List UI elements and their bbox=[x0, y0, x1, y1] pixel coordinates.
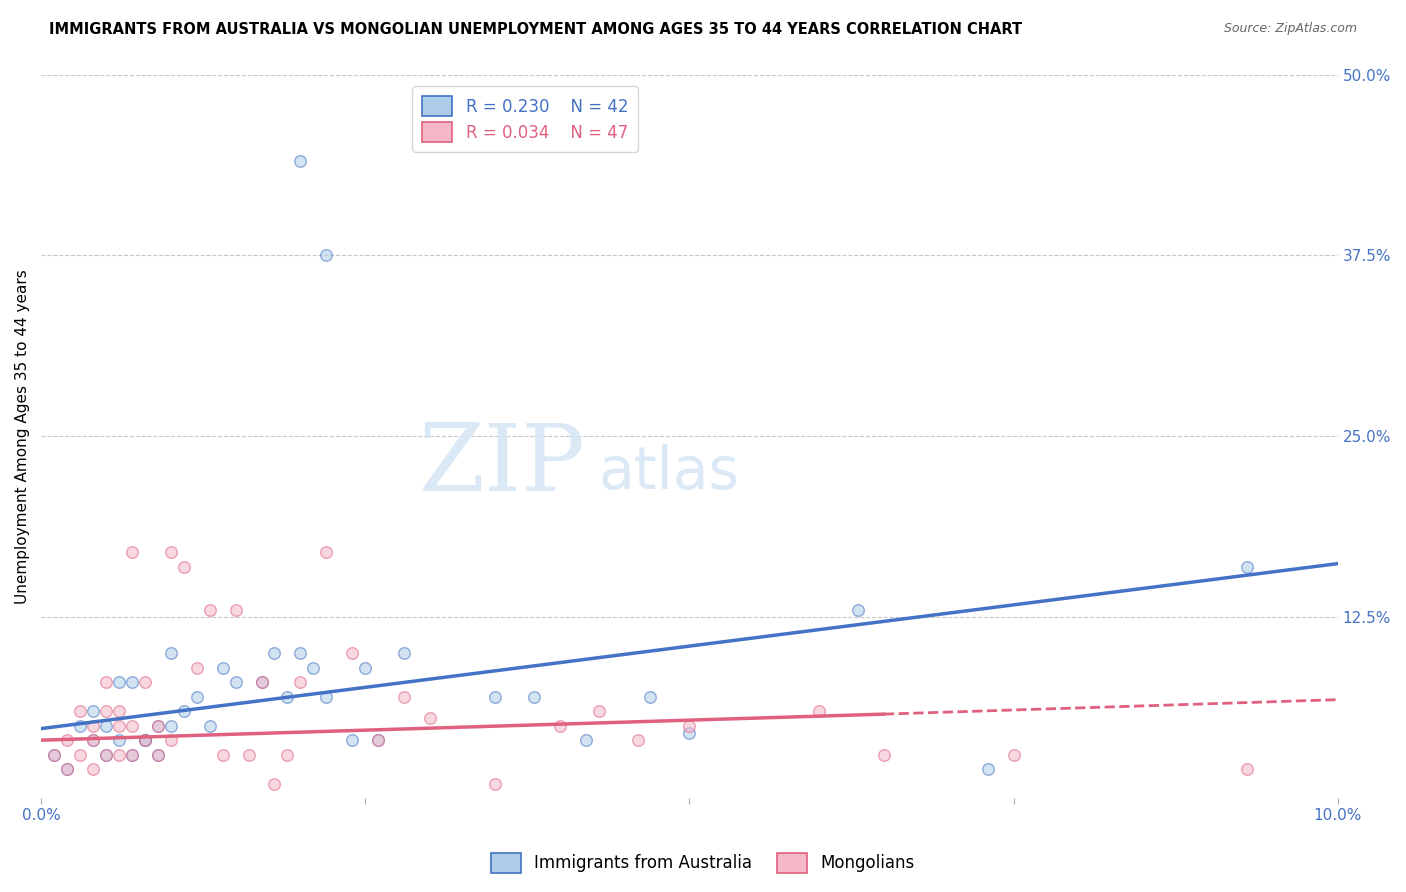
Point bbox=[173, 559, 195, 574]
Point bbox=[42, 747, 65, 762]
Text: Source: ZipAtlas.com: Source: ZipAtlas.com bbox=[1223, 22, 1357, 36]
Point bbox=[575, 733, 598, 747]
Point bbox=[276, 747, 298, 762]
Point bbox=[548, 719, 571, 733]
Point bbox=[808, 704, 831, 718]
Point bbox=[678, 719, 700, 733]
Point bbox=[121, 747, 143, 762]
Point bbox=[290, 675, 312, 690]
Point bbox=[1002, 747, 1025, 762]
Point bbox=[211, 747, 233, 762]
Point bbox=[198, 719, 221, 733]
Point bbox=[846, 603, 869, 617]
Point bbox=[290, 154, 312, 169]
Point bbox=[146, 719, 169, 733]
Point bbox=[121, 719, 143, 733]
Point bbox=[146, 719, 169, 733]
Point bbox=[976, 762, 998, 776]
Point bbox=[367, 733, 389, 747]
Point bbox=[94, 675, 117, 690]
Point bbox=[392, 690, 415, 704]
Point bbox=[69, 719, 91, 733]
Point bbox=[82, 719, 104, 733]
Point bbox=[678, 726, 700, 740]
Point bbox=[173, 704, 195, 718]
Point bbox=[250, 675, 273, 690]
Point bbox=[263, 776, 285, 790]
Text: atlas: atlas bbox=[599, 444, 740, 501]
Point bbox=[263, 646, 285, 660]
Point bbox=[302, 661, 325, 675]
Point bbox=[290, 646, 312, 660]
Point bbox=[108, 747, 131, 762]
Point bbox=[626, 733, 648, 747]
Point bbox=[69, 704, 91, 718]
Point bbox=[484, 776, 506, 790]
Point bbox=[94, 704, 117, 718]
Point bbox=[134, 675, 156, 690]
Legend: Immigrants from Australia, Mongolians: Immigrants from Australia, Mongolians bbox=[485, 847, 921, 880]
Point bbox=[250, 675, 273, 690]
Point bbox=[1236, 762, 1258, 776]
Point bbox=[198, 603, 221, 617]
Point bbox=[342, 733, 364, 747]
Point bbox=[134, 733, 156, 747]
Point bbox=[640, 690, 662, 704]
Legend: R = 0.230    N = 42, R = 0.034    N = 47: R = 0.230 N = 42, R = 0.034 N = 47 bbox=[412, 87, 638, 152]
Point bbox=[225, 675, 247, 690]
Point bbox=[315, 545, 337, 559]
Point bbox=[108, 675, 131, 690]
Point bbox=[392, 646, 415, 660]
Point bbox=[186, 661, 208, 675]
Point bbox=[1236, 559, 1258, 574]
Point bbox=[108, 733, 131, 747]
Point bbox=[94, 747, 117, 762]
Point bbox=[94, 719, 117, 733]
Point bbox=[159, 719, 181, 733]
Point bbox=[108, 704, 131, 718]
Point bbox=[873, 747, 896, 762]
Point bbox=[121, 545, 143, 559]
Point bbox=[484, 690, 506, 704]
Point bbox=[56, 762, 79, 776]
Point bbox=[367, 733, 389, 747]
Point bbox=[159, 646, 181, 660]
Point bbox=[146, 747, 169, 762]
Point bbox=[588, 704, 610, 718]
Point bbox=[523, 690, 546, 704]
Point bbox=[315, 690, 337, 704]
Point bbox=[225, 603, 247, 617]
Point bbox=[121, 747, 143, 762]
Point bbox=[82, 733, 104, 747]
Point bbox=[94, 747, 117, 762]
Point bbox=[42, 747, 65, 762]
Point bbox=[82, 762, 104, 776]
Point bbox=[146, 747, 169, 762]
Point bbox=[159, 733, 181, 747]
Point bbox=[186, 690, 208, 704]
Point bbox=[354, 661, 377, 675]
Point bbox=[82, 704, 104, 718]
Point bbox=[134, 733, 156, 747]
Point bbox=[419, 711, 441, 725]
Point bbox=[121, 675, 143, 690]
Text: IMMIGRANTS FROM AUSTRALIA VS MONGOLIAN UNEMPLOYMENT AMONG AGES 35 TO 44 YEARS CO: IMMIGRANTS FROM AUSTRALIA VS MONGOLIAN U… bbox=[49, 22, 1022, 37]
Point bbox=[342, 646, 364, 660]
Point bbox=[56, 733, 79, 747]
Point bbox=[315, 248, 337, 262]
Point bbox=[134, 733, 156, 747]
Y-axis label: Unemployment Among Ages 35 to 44 years: Unemployment Among Ages 35 to 44 years bbox=[15, 268, 30, 604]
Text: ZIP: ZIP bbox=[419, 420, 586, 510]
Point bbox=[276, 690, 298, 704]
Point bbox=[56, 762, 79, 776]
Point bbox=[82, 733, 104, 747]
Point bbox=[69, 747, 91, 762]
Point bbox=[159, 545, 181, 559]
Point bbox=[108, 719, 131, 733]
Point bbox=[211, 661, 233, 675]
Point bbox=[238, 747, 260, 762]
